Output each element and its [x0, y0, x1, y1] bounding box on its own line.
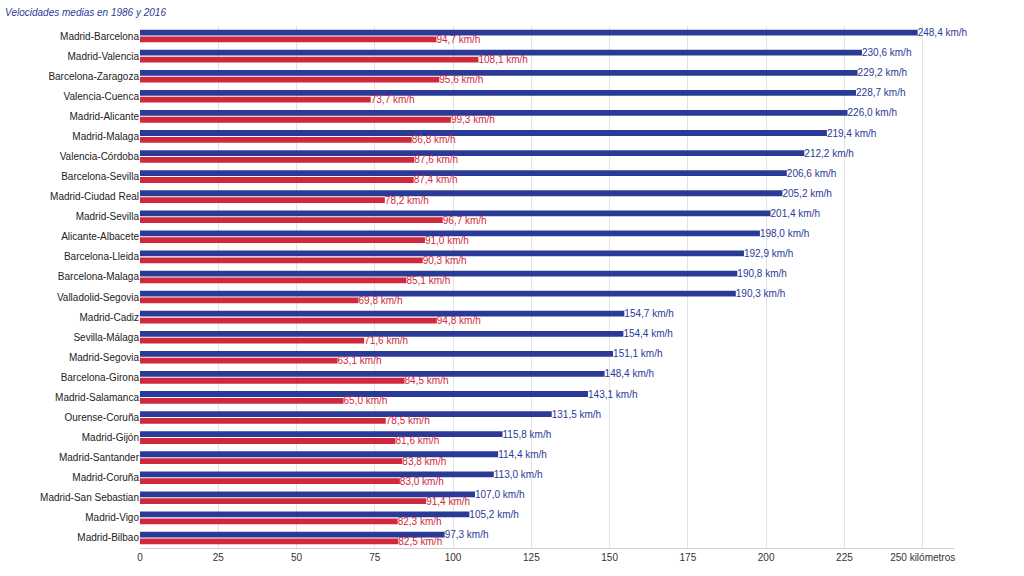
svg-text:108,1 km/h: 108,1 km/h: [478, 54, 527, 65]
svg-text:85,1 km/h: 85,1 km/h: [406, 275, 450, 286]
svg-text:113,0 km/h: 113,0 km/h: [494, 469, 543, 480]
svg-text:90,3 km/h: 90,3 km/h: [423, 255, 467, 266]
svg-text:151,1 km/h: 151,1 km/h: [613, 348, 662, 359]
svg-text:107,0 km/h: 107,0 km/h: [475, 489, 524, 500]
svg-text:Madrid-Cadiz: Madrid-Cadiz: [80, 312, 139, 323]
svg-text:87,6 km/h: 87,6 km/h: [414, 154, 458, 165]
svg-text:99,3 km/h: 99,3 km/h: [451, 114, 495, 125]
svg-text:78,5 km/h: 78,5 km/h: [386, 415, 430, 426]
svg-text:248,4 km/h: 248,4 km/h: [918, 27, 967, 38]
svg-text:Madrid-Vigo: Madrid-Vigo: [85, 512, 139, 523]
svg-text:201,4 km/h: 201,4 km/h: [771, 208, 820, 219]
svg-text:Valencia-Córdoba: Valencia-Córdoba: [60, 151, 140, 162]
svg-text:69,8 km/h: 69,8 km/h: [359, 295, 403, 306]
svg-text:148,4 km/h: 148,4 km/h: [605, 368, 654, 379]
svg-text:131,5 km/h: 131,5 km/h: [552, 409, 601, 420]
svg-text:Sevilla-Málaga: Sevilla-Málaga: [73, 332, 139, 343]
svg-text:78,2 km/h: 78,2 km/h: [385, 195, 429, 206]
svg-text:175: 175: [680, 552, 697, 563]
svg-text:84,5 km/h: 84,5 km/h: [405, 375, 449, 386]
svg-text:Valladolid-Segovia: Valladolid-Segovia: [57, 292, 140, 303]
svg-text:200: 200: [758, 552, 775, 563]
svg-text:212,2 km/h: 212,2 km/h: [804, 148, 853, 159]
svg-text:97,3 km/h: 97,3 km/h: [445, 529, 489, 540]
svg-text:225: 225: [836, 552, 853, 563]
svg-text:Velocidades medias en 1986 y 2: Velocidades medias en 1986 y 2016: [5, 7, 166, 18]
svg-text:205,2 km/h: 205,2 km/h: [782, 188, 831, 199]
svg-text:230,6 km/h: 230,6 km/h: [862, 47, 911, 58]
svg-text:Madrid-Santander: Madrid-Santander: [59, 452, 140, 463]
svg-text:125: 125: [523, 552, 540, 563]
svg-text:96,7 km/h: 96,7 km/h: [443, 215, 487, 226]
svg-text:150: 150: [601, 552, 618, 563]
svg-text:154,4 km/h: 154,4 km/h: [623, 328, 672, 339]
svg-text:Madrid-Sevilla: Madrid-Sevilla: [76, 211, 140, 222]
svg-text:228,7 km/h: 228,7 km/h: [856, 87, 905, 98]
svg-text:83,8 km/h: 83,8 km/h: [402, 456, 446, 467]
svg-text:25: 25: [213, 552, 225, 563]
svg-text:63,1 km/h: 63,1 km/h: [338, 355, 382, 366]
svg-text:115,8 km/h: 115,8 km/h: [503, 429, 552, 440]
svg-text:86,8 km/h: 86,8 km/h: [412, 134, 456, 145]
svg-text:Barcelona-Lleida: Barcelona-Lleida: [64, 251, 139, 262]
svg-text:219,4 km/h: 219,4 km/h: [827, 128, 876, 139]
svg-text:Barcelona-Zaragoza: Barcelona-Zaragoza: [48, 71, 139, 82]
svg-text:198,0 km/h: 198,0 km/h: [760, 228, 809, 239]
svg-text:Barcelona-Malaga: Barcelona-Malaga: [58, 271, 140, 282]
svg-text:81,6 km/h: 81,6 km/h: [395, 435, 439, 446]
svg-text:Madrid-Segovia: Madrid-Segovia: [69, 352, 139, 363]
svg-text:Barcelona-Sevilla: Barcelona-Sevilla: [61, 171, 139, 182]
svg-text:Ourense-Coruña: Ourense-Coruña: [65, 412, 140, 423]
svg-text:Alicante-Albacete: Alicante-Albacete: [61, 231, 139, 242]
svg-text:91,0 km/h: 91,0 km/h: [425, 235, 469, 246]
svg-text:83,0 km/h: 83,0 km/h: [400, 476, 444, 487]
svg-text:Madrid-Malaga: Madrid-Malaga: [72, 131, 139, 142]
svg-text:Madrid-Barcelona: Madrid-Barcelona: [60, 31, 139, 42]
svg-text:154,7 km/h: 154,7 km/h: [624, 308, 673, 319]
svg-text:Madrid-Bilbao: Madrid-Bilbao: [77, 532, 139, 543]
svg-text:71,6 km/h: 71,6 km/h: [364, 335, 408, 346]
svg-text:82,5 km/h: 82,5 km/h: [398, 536, 442, 547]
svg-text:Madrid-Coruña: Madrid-Coruña: [72, 472, 139, 483]
svg-text:Valencia-Cuenca: Valencia-Cuenca: [64, 91, 140, 102]
svg-text:190,3 km/h: 190,3 km/h: [736, 288, 785, 299]
svg-text:229,2 km/h: 229,2 km/h: [858, 67, 907, 78]
svg-text:190,8 km/h: 190,8 km/h: [737, 268, 786, 279]
svg-text:Madrid-Gijón: Madrid-Gijón: [82, 432, 139, 443]
svg-text:100: 100: [445, 552, 462, 563]
svg-text:Madrid-Salamanca: Madrid-Salamanca: [55, 392, 139, 403]
svg-text:114,4 km/h: 114,4 km/h: [498, 449, 547, 460]
svg-text:Madrid-Valencia: Madrid-Valencia: [67, 51, 139, 62]
svg-text:226,0 km/h: 226,0 km/h: [848, 107, 897, 118]
svg-text:75: 75: [369, 552, 381, 563]
svg-text:143,1 km/h: 143,1 km/h: [588, 389, 637, 400]
svg-text:Barcelona-Girona: Barcelona-Girona: [61, 372, 140, 383]
svg-text:94,7 km/h: 94,7 km/h: [436, 34, 480, 45]
svg-text:87,4 km/h: 87,4 km/h: [414, 174, 458, 185]
svg-text:105,2 km/h: 105,2 km/h: [469, 509, 518, 520]
svg-text:73,7 km/h: 73,7 km/h: [371, 94, 415, 105]
svg-text:192,9 km/h: 192,9 km/h: [744, 248, 793, 259]
svg-text:0: 0: [137, 552, 143, 563]
svg-text:Madrid-San Sebastian: Madrid-San Sebastian: [40, 492, 139, 503]
svg-text:250 kilómetros: 250 kilómetros: [890, 552, 955, 563]
svg-text:Madrid-Ciudad Real: Madrid-Ciudad Real: [50, 191, 139, 202]
svg-text:206,6 km/h: 206,6 km/h: [787, 168, 836, 179]
svg-text:82,3 km/h: 82,3 km/h: [398, 516, 442, 527]
svg-text:95,6 km/h: 95,6 km/h: [439, 74, 483, 85]
svg-text:50: 50: [291, 552, 303, 563]
svg-text:91,4 km/h: 91,4 km/h: [426, 496, 470, 507]
svg-text:Madrid-Alicante: Madrid-Alicante: [70, 111, 140, 122]
svg-text:94,8 km/h: 94,8 km/h: [437, 315, 481, 326]
svg-text:65,0 km/h: 65,0 km/h: [344, 395, 388, 406]
